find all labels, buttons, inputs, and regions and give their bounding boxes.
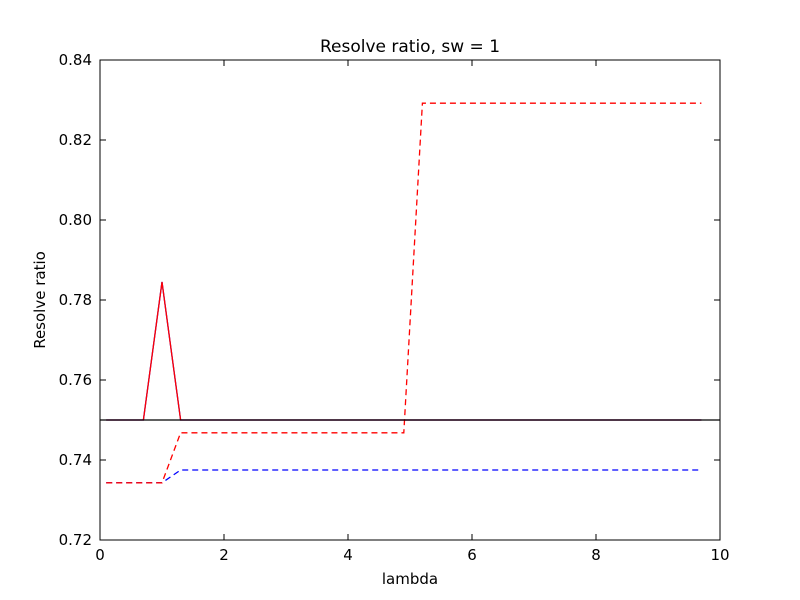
series-layer: [100, 102, 720, 484]
x-tick-label: 2: [219, 546, 229, 564]
plot-area: [100, 60, 720, 540]
x-tick-label: 6: [467, 546, 477, 564]
x-tick-label: 0: [95, 546, 105, 564]
y-tick-label: 0.84: [59, 51, 92, 69]
y-tick-label: 0.82: [59, 131, 92, 149]
y-tick-label: 0.80: [59, 211, 92, 229]
y-tick-label: 0.78: [59, 291, 92, 309]
y-tick-label: 0.76: [59, 371, 92, 389]
chart-title: Resolve ratio, sw = 1: [320, 37, 500, 57]
x-tick-label: 10: [710, 546, 729, 564]
y-tick-label: 0.74: [59, 451, 92, 469]
y-axis-label: Resolve ratio: [31, 251, 49, 349]
x-tick-label: 8: [591, 546, 601, 564]
x-tick-label: 4: [343, 546, 353, 564]
x-axis-label: lambda: [382, 570, 438, 588]
y-tick-label: 0.72: [59, 531, 92, 549]
plot-frame: [99, 59, 721, 541]
series-line-3: [106, 102, 702, 484]
